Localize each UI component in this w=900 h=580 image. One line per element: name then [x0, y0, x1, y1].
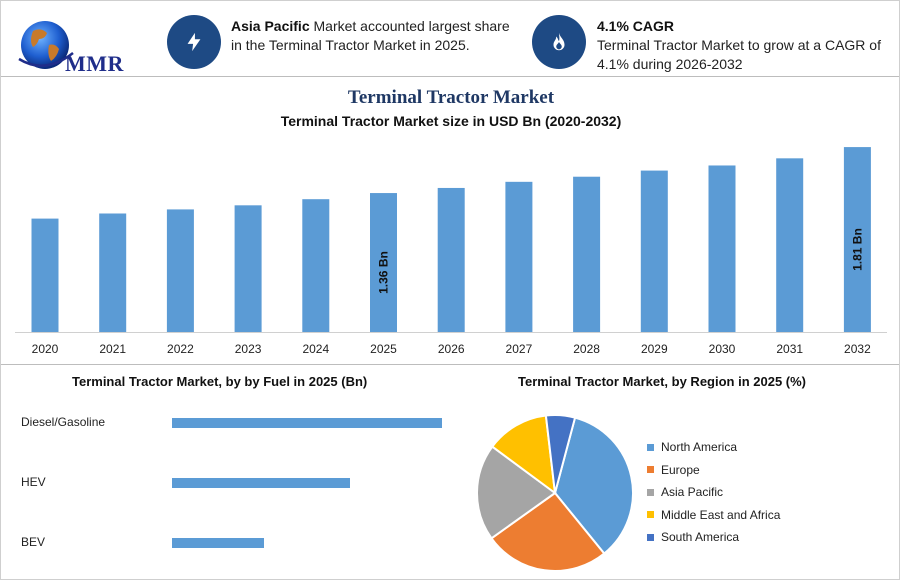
pie-slice-middle-east-and-africa: [490, 414, 557, 496]
flame-icon-badge: [532, 15, 586, 69]
legend-swatch: [647, 488, 654, 496]
bar-2029: [640, 170, 668, 332]
fuel-bar-bev: [172, 538, 265, 548]
legend-swatch: [647, 443, 654, 451]
bar-2023: [234, 205, 262, 332]
bar-2020: [31, 218, 59, 332]
info2-title: 4.1% CAGR: [597, 18, 675, 34]
x-tick-label: 2030: [709, 342, 736, 356]
info1-text: Market accounted largest share in the Te…: [231, 18, 510, 53]
bar-2030: [708, 165, 736, 332]
chart-subtitle: Terminal Tractor Market size in USD Bn (…: [280, 113, 622, 129]
bar-2032: [843, 147, 871, 332]
bar-2021: [99, 213, 127, 332]
bar-2031: [776, 158, 804, 332]
x-tick-label: 2021: [99, 342, 126, 356]
region-pie-chart: [476, 414, 634, 572]
info-asia-pacific: Asia Pacific Market accounted largest sh…: [231, 17, 521, 55]
fuel-label: Diesel/Gasoline: [21, 415, 106, 429]
chart-title: Terminal Tractor Market: [347, 87, 555, 108]
info-cagr: 4.1% CAGR Terminal Tractor Market to gro…: [597, 17, 887, 74]
legend-label: Middle East and Africa: [661, 507, 781, 522]
globe-icon: [18, 21, 74, 69]
legend-item: South America: [647, 530, 739, 544]
lightning-icon-badge: [167, 15, 221, 69]
region-chart-title: Terminal Tractor Market, by Region in 20…: [518, 374, 807, 389]
bar-2027: [505, 181, 533, 332]
data-label-2025: 1.36 Bn: [377, 251, 391, 294]
pie-slice-asia-pacific: [476, 445, 557, 540]
data-label-2032: 1.81 Bn: [850, 228, 864, 271]
info1-bold: Asia Pacific: [231, 18, 310, 34]
header-divider: [1, 76, 899, 77]
mmr-logo: MMR: [15, 15, 145, 81]
x-tick-label: 2025: [370, 342, 397, 356]
legend-item: North America: [647, 440, 737, 454]
fuel-bar-diesel-gasoline: [172, 418, 442, 428]
fuel-label: HEV: [21, 475, 46, 489]
legend-label: North America: [661, 440, 738, 454]
legend-swatch: [647, 466, 654, 473]
x-tick-label: 2026: [438, 342, 465, 356]
legend-label: Asia Pacific: [661, 485, 724, 499]
flame-icon: [553, 32, 565, 51]
pie-slice-europe: [490, 491, 606, 572]
lightning-icon: [187, 32, 201, 52]
legend-item: Europe: [647, 463, 700, 477]
legend-swatch: [647, 511, 654, 518]
legend-swatch: [647, 533, 654, 541]
legend-item: Middle East and Africa: [647, 508, 780, 522]
logo-text: MMR: [65, 51, 124, 76]
fuel-label: BEV: [21, 535, 46, 549]
x-tick-label: 2023: [235, 342, 262, 356]
x-tick-label: 2020: [32, 342, 59, 356]
market-size-bar-chart: 2020 2021 2022 2023 2024 2025 1.36 Bn 2026 2027 2…: [15, 147, 887, 356]
pie-slice-north-america: [553, 416, 634, 555]
legend-label: South America: [661, 530, 740, 544]
x-tick-label: 2028: [573, 342, 600, 356]
bar-2028: [573, 176, 601, 332]
x-tick-label: 2029: [641, 342, 668, 356]
section-divider: [1, 364, 899, 365]
x-tick-label: 2027: [506, 342, 533, 356]
bar-2022: [166, 209, 194, 332]
bar-2024: [302, 199, 330, 332]
x-tick-label: 2024: [302, 342, 329, 356]
fuel-chart-title: Terminal Tractor Market, by by Fuel in 2…: [72, 374, 368, 389]
pie-slice-south-america: [544, 414, 577, 494]
fuel-bar-chart: Diesel/Gasoline HEV BEV: [1, 401, 451, 571]
bar-2026: [437, 187, 465, 332]
info2-text: Terminal Tractor Market to grow at a CAG…: [597, 37, 881, 72]
legend-item: Asia Pacific: [647, 485, 723, 499]
x-tick-label: 2022: [167, 342, 194, 356]
x-tick-label: 2031: [776, 342, 803, 356]
fuel-bar-hev: [172, 478, 350, 488]
bar-2025: [370, 193, 397, 332]
legend-label: Europe: [661, 462, 700, 477]
x-tick-label: 2032: [844, 342, 871, 356]
